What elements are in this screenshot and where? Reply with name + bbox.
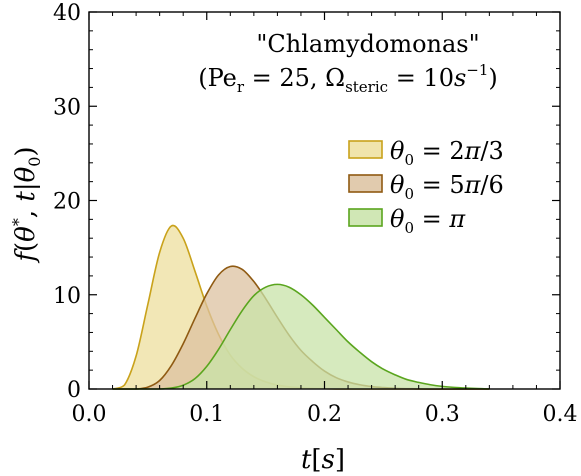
legend-label-5pi6: θ0 = 5π/6 [390,171,504,203]
x-tick-label: 0.2 [307,402,342,427]
y-tick-label: 20 [53,190,81,215]
legend-label-pi: θ0 = π [390,205,466,237]
chart-areas [112,224,490,390]
y-axis-ticks: 0 10 20 30 40 [53,1,560,403]
legend-swatch-1 [348,140,383,159]
y-tick-label: 40 [53,1,81,26]
legend [348,140,383,227]
y-tick-label: 30 [53,95,81,120]
x-tick-label: 0.3 [425,402,460,427]
series-area-2 [112,266,490,389]
y-axis-label: f(θ*, t|θ0) [9,146,44,263]
series-line-3 [112,283,490,390]
legend-swatch-2 [348,174,383,193]
x-tick-label: 0.1 [189,402,224,427]
y-tick-label: 0 [67,378,81,403]
legend-label-2pi3: θ0 = 2π/3 [390,137,504,169]
chart-subtitle: (Per = 25, Ωsteric = 10s−1) [198,61,498,96]
x-axis-ticks: 0.0 0.1 0.2 0.3 0.4 [72,12,578,427]
x-axis-label: t[s] [301,445,345,475]
series-area-3 [112,284,490,389]
legend-swatch-3 [348,208,383,227]
y-tick-label: 10 [53,284,81,309]
x-tick-label: 0.0 [72,402,107,427]
x-tick-label: 0.4 [543,402,578,427]
chart-title: "Chlamydomonas" [256,30,479,58]
